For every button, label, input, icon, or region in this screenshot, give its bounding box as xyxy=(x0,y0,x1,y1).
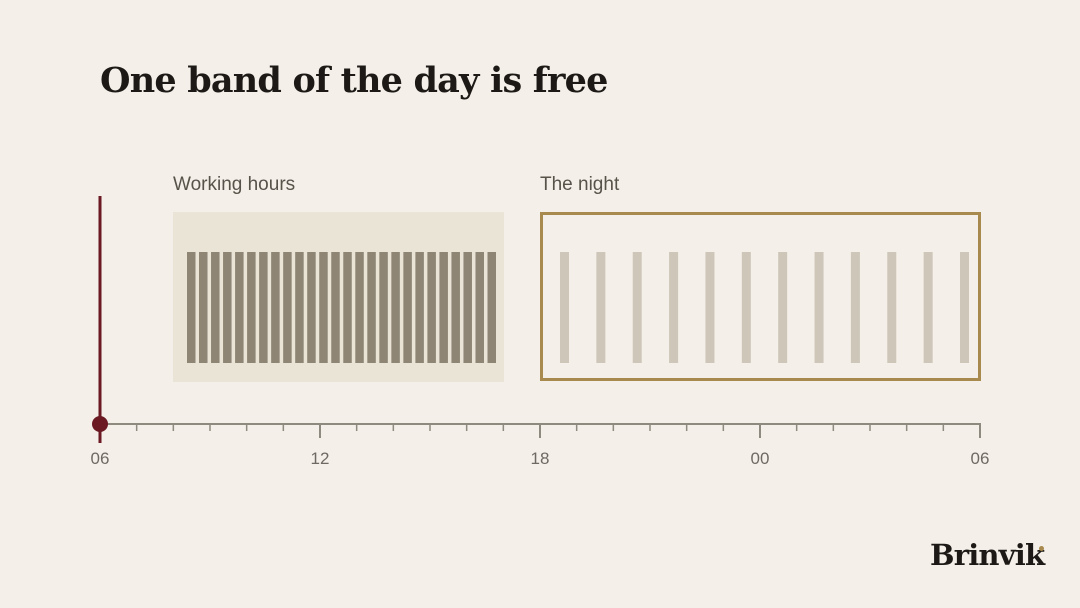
working-hours-bar xyxy=(451,252,460,363)
brand-logo: Brinvik xyxy=(930,538,1045,572)
night-bar xyxy=(887,252,897,363)
night-band xyxy=(540,212,981,381)
night-bar xyxy=(560,252,569,363)
night-bar xyxy=(960,252,969,363)
working-hours-bars xyxy=(187,252,496,363)
working-hours-bar xyxy=(379,252,388,363)
working-hours-bar xyxy=(475,252,484,363)
page-title: One band of the day is free xyxy=(100,60,608,101)
working-hours-bar xyxy=(247,252,256,363)
now-marker-dot xyxy=(92,416,108,432)
night-bar xyxy=(850,252,860,363)
working-hours-bar xyxy=(199,252,208,363)
working-hours-bar xyxy=(439,252,448,363)
working-hours-bar xyxy=(427,252,436,363)
tick-label-06-start: 06 xyxy=(91,449,110,468)
tick-label-06-end: 06 xyxy=(971,449,990,468)
night-bar xyxy=(596,252,606,363)
night-bar xyxy=(632,252,642,363)
working-hours-bar xyxy=(319,252,328,363)
night-bar xyxy=(814,252,824,363)
tick-label-18: 18 xyxy=(531,449,550,468)
working-hours-bar xyxy=(463,252,472,363)
working-hours-bar xyxy=(343,252,352,363)
working-hours-bar xyxy=(391,252,400,363)
tick-label-12: 12 xyxy=(311,449,330,468)
night-bar xyxy=(778,252,788,363)
working-hours-bar xyxy=(355,252,364,363)
working-hours-label: Working hours xyxy=(173,174,296,195)
working-hours-bar xyxy=(235,252,244,363)
time-axis-ticks xyxy=(135,424,981,438)
working-hours-bar xyxy=(367,252,376,363)
night-bars xyxy=(560,252,969,363)
night-bar xyxy=(741,252,751,363)
working-hours-bar xyxy=(415,252,424,363)
night-bar xyxy=(923,252,933,363)
brand-dot xyxy=(1039,546,1044,551)
night-bar xyxy=(705,252,715,363)
working-hours-bar xyxy=(283,252,292,363)
working-hours-bar xyxy=(259,252,268,363)
working-hours-bar xyxy=(211,252,220,363)
working-hours-bar xyxy=(271,252,280,363)
working-hours-bar xyxy=(331,252,340,363)
working-hours-bar xyxy=(187,252,196,363)
working-hours-bar xyxy=(403,252,412,363)
working-hours-bar xyxy=(307,252,316,363)
working-hours-bar xyxy=(223,252,232,363)
working-hours-bar xyxy=(295,252,304,363)
tick-label-00: 00 xyxy=(751,449,770,468)
night-label: The night xyxy=(540,174,620,195)
working-hours-bar xyxy=(487,252,496,363)
night-bar xyxy=(669,252,679,363)
